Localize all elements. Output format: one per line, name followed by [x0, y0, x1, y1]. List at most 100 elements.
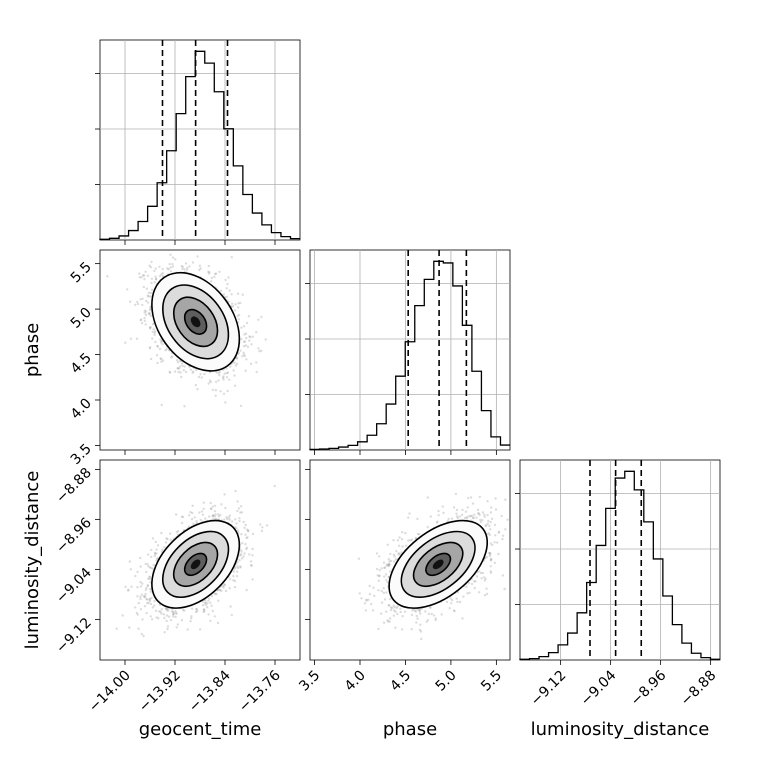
sample-point [136, 302, 140, 306]
sample-point [168, 532, 172, 535]
sample-point [194, 610, 198, 614]
sample-point [181, 515, 185, 519]
sample-point [175, 626, 178, 629]
sample-point [156, 361, 159, 365]
sample-point [149, 314, 153, 317]
sample-point [248, 335, 251, 338]
sample-point [242, 325, 246, 328]
sample-point [144, 588, 147, 591]
sample-point [181, 267, 184, 271]
sample-point [227, 276, 230, 279]
sample-point [233, 585, 237, 589]
sample-point [220, 589, 223, 593]
sample-point [243, 340, 246, 343]
sample-point [237, 318, 240, 321]
sample-point [195, 520, 198, 523]
sample-point [205, 606, 209, 609]
sample-point [483, 515, 486, 518]
sample-point [243, 333, 246, 336]
sample-point [139, 565, 142, 568]
sample-point [175, 612, 178, 616]
sample-point [146, 584, 149, 587]
sample-point [145, 597, 148, 601]
sample-point [144, 270, 147, 273]
sample-point [375, 552, 379, 555]
sample-point [211, 515, 214, 518]
sample-point [388, 617, 392, 620]
sample-point [151, 330, 154, 333]
sample-point [149, 615, 152, 618]
sample-point [410, 538, 414, 541]
sample-point [168, 262, 171, 266]
sample-point [226, 371, 230, 374]
sample-point [163, 546, 166, 549]
sample-point [191, 511, 194, 515]
sample-point [242, 345, 246, 348]
sample-point [169, 618, 173, 622]
sample-point [233, 374, 236, 377]
sample-point [202, 501, 205, 504]
sample-point [146, 274, 150, 277]
sample-point [377, 627, 380, 631]
sample-point [217, 599, 220, 602]
sample-point [172, 613, 175, 616]
scatter-panel-geocent-time-vs-luminosity-distance [99, 459, 301, 661]
sample-point [242, 555, 245, 558]
sample-point [239, 553, 243, 556]
sample-point [201, 513, 205, 516]
sample-point [155, 552, 158, 555]
sample-point [143, 319, 146, 323]
sample-point [154, 552, 157, 556]
sample-point [146, 301, 150, 304]
sample-point [150, 566, 153, 570]
sample-point [236, 529, 240, 532]
sample-point [145, 586, 148, 590]
sample-point [233, 309, 237, 312]
sample-point [233, 567, 236, 570]
sample-point [454, 492, 458, 496]
sample-point [426, 619, 430, 622]
sample-point [139, 597, 142, 601]
sample-point [222, 392, 226, 395]
sample-point [489, 528, 492, 531]
sample-point [144, 592, 147, 596]
density-peak [190, 316, 201, 328]
sample-point [228, 514, 231, 517]
panel-frame [99, 249, 301, 451]
sample-point [209, 501, 212, 505]
sample-point [156, 544, 160, 547]
sample-point [189, 510, 192, 514]
sample-point [238, 517, 241, 520]
sample-point [207, 264, 210, 268]
sample-point [244, 533, 247, 536]
sample-point [149, 590, 152, 593]
sample-point [157, 617, 160, 620]
sample-point [210, 595, 214, 598]
sample-point [195, 368, 198, 372]
sample-point [163, 616, 166, 620]
sample-point [164, 541, 168, 544]
sample-point [250, 564, 253, 567]
sample-point [190, 607, 194, 610]
sample-point [172, 615, 175, 618]
sample-point [171, 262, 174, 266]
sample-point [161, 548, 164, 551]
sample-point [180, 619, 184, 622]
sample-point [148, 599, 152, 603]
sample-point [230, 256, 233, 259]
sample-point [158, 347, 162, 351]
sample-point [153, 604, 156, 607]
sample-point [239, 565, 242, 568]
sample-point [128, 560, 132, 563]
sample-point [192, 370, 195, 373]
sample-point [239, 566, 242, 569]
sample-point [224, 589, 228, 593]
histogram-frame [99, 39, 301, 241]
sample-point [148, 346, 152, 349]
sample-point [150, 288, 154, 291]
sample-point [143, 316, 146, 320]
sample-point [148, 575, 151, 578]
sample-point [241, 293, 244, 296]
sample-point [217, 379, 220, 382]
